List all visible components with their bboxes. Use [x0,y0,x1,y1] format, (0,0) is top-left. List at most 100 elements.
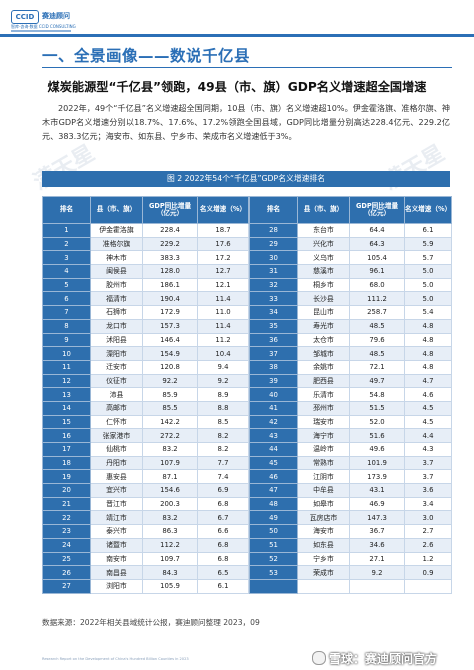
cell-growth: 4.6 [404,387,452,402]
cell-rank: 48 [249,496,298,512]
table-row: 9 沭阳县 146.4 11.2 36 太仓市 79.6 4.8 [42,332,452,348]
cell-rank: 31 [249,264,298,279]
cell-rank [249,578,298,594]
cell-growth: 17.2 [197,250,249,266]
logo-tagline: 智库·咨询·数据 CCID CONSULTING [11,24,76,29]
cell-increase [349,578,405,594]
cell-county: 晋江市 [90,496,143,512]
cell-increase: 128.0 [142,264,198,279]
cell-increase: 112.2 [142,537,198,553]
cell-increase: 64.3 [349,236,405,252]
cell-increase: 111.2 [349,291,405,307]
cell-growth: 2.6 [404,537,452,553]
cell-increase: 272.2 [142,428,198,443]
cell-county: 桐乡市 [297,277,350,293]
cell-increase: 107.9 [142,455,198,471]
cell-county: 慈溪市 [297,264,350,279]
cell-increase: 190.4 [142,291,198,307]
cell-increase: 172.9 [142,305,198,320]
cell-county: 仁怀市 [90,414,143,430]
cell-rank: 6 [42,291,91,307]
cell-county: 寿光市 [297,318,350,334]
cell-county: 荣成市 [297,565,350,580]
cell-county: 福清市 [90,291,143,307]
cell-increase: 101.9 [349,455,405,471]
table-row: 3 神木市 383.3 17.2 30 义乌市 105.4 5.7 [42,250,452,266]
cell-county: 张家港市 [90,428,143,443]
cell-increase: 87.1 [142,469,198,485]
cell-county: 瑞安市 [297,414,350,430]
cell-rank: 32 [249,277,298,293]
cell-growth: 6.8 [197,551,249,567]
cell-rank: 9 [42,332,91,348]
cell-rank: 18 [42,455,91,471]
cell-increase: 68.0 [349,277,405,293]
table-row: 4 闽侯县 128.0 12.7 31 慈溪市 96.1 5.0 [42,264,452,279]
header-growth: 名义增速（%） [404,196,452,224]
cell-rank: 3 [42,250,91,266]
cell-growth: 8.9 [197,387,249,402]
cell-growth: 4.4 [404,428,452,443]
cell-growth: 6.8 [197,496,249,512]
cell-increase: 146.4 [142,332,198,348]
cell-rank: 51 [249,537,298,553]
cell-rank: 22 [42,510,91,526]
cell-increase: 120.8 [142,359,198,375]
cell-rank: 45 [249,455,298,471]
header-growth: 名义增速（%） [197,196,249,224]
cell-rank: 46 [249,469,298,485]
cell-county: 瓦房店市 [297,510,350,526]
cell-rank: 12 [42,373,91,389]
cell-increase: 154.9 [142,346,198,361]
cell-rank: 27 [42,578,91,594]
cell-rank: 5 [42,277,91,293]
logo-mark: CCID [11,10,39,24]
cell-growth: 8.2 [197,442,249,457]
cell-county: 如皋市 [297,496,350,512]
cell-county: 兴化市 [297,236,350,252]
cell-growth: 5.0 [404,264,452,279]
table-row: 2 准格尔旗 229.2 17.6 29 兴化市 64.3 5.9 [42,236,452,252]
cell-growth: 11.4 [197,318,249,334]
cell-increase: 43.1 [349,483,405,498]
cell-growth: 4.5 [404,400,452,416]
cell-county: 东台市 [297,223,350,238]
section-divider [42,67,452,68]
cell-rank: 17 [42,442,91,457]
table-row: 18 丹阳市 107.9 7.7 45 常熟市 101.9 3.7 [42,455,452,471]
cell-increase: 85.9 [142,387,198,402]
table-row: 5 胶州市 186.1 12.1 32 桐乡市 68.0 5.0 [42,277,452,293]
cell-county: 沭阳县 [90,332,143,348]
cell-rank: 37 [249,346,298,361]
cell-rank: 1 [42,223,91,238]
cell-growth: 5.4 [404,305,452,320]
cell-county: 长沙县 [297,291,350,307]
section-title: 一、全景画像——数说千亿县 [42,47,251,65]
cell-increase: 64.4 [349,223,405,238]
cell-rank: 8 [42,318,91,334]
cell-county: 肥西县 [297,373,350,389]
data-source: 数据来源：2022年相关县域统计公报，赛迪顾问整理 2023，09 [42,618,260,627]
cell-growth: 4.8 [404,318,452,334]
cell-increase: 96.1 [349,264,405,279]
cell-growth: 3.7 [404,469,452,485]
cell-rank: 52 [249,551,298,567]
cell-growth: 3.4 [404,496,452,512]
table-row: 20 宜兴市 154.6 6.9 47 中牟县 43.1 3.6 [42,483,452,498]
cell-rank: 43 [249,428,298,443]
cell-county: 海安市 [297,524,350,539]
cell-growth: 6.1 [404,223,452,238]
watermark: 满天星 [379,140,450,196]
table-row: 13 沛县 85.9 8.9 40 乐清市 54.8 4.6 [42,387,452,402]
table-row: 24 诸暨市 112.2 6.8 51 如东县 34.6 2.6 [42,537,452,553]
cell-growth: 10.4 [197,346,249,361]
cell-county: 诸暨市 [90,537,143,553]
cell-rank: 34 [249,305,298,320]
cell-county: 南昌县 [90,565,143,580]
cell-rank: 21 [42,496,91,512]
table-row: 26 南昌县 84.3 6.5 53 荣成市 9.2 0.9 [42,565,452,580]
cell-rank: 2 [42,236,91,252]
cell-rank: 16 [42,428,91,443]
cell-growth: 6.1 [197,578,249,594]
cell-growth: 4.8 [404,359,452,375]
